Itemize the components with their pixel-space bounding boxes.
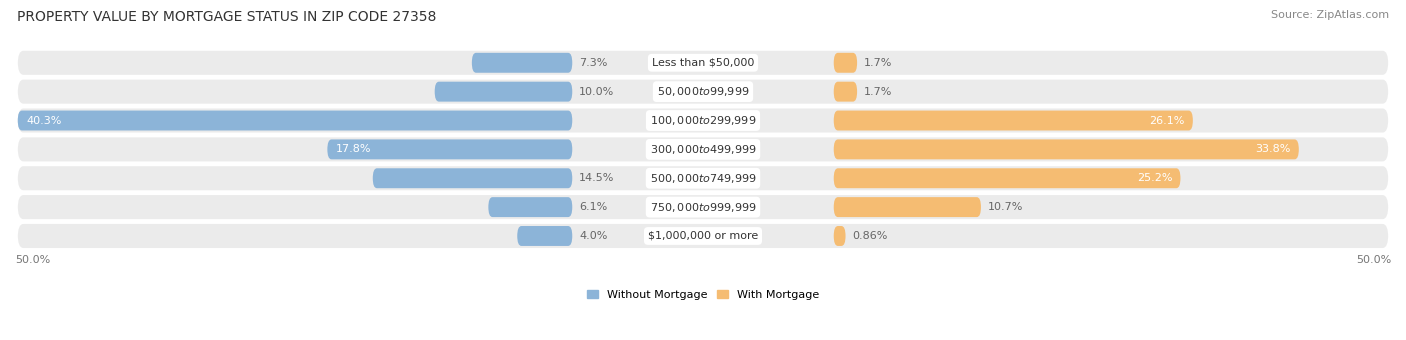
FancyBboxPatch shape: [18, 166, 1388, 190]
Text: 50.0%: 50.0%: [1355, 255, 1391, 266]
Text: $750,000 to $999,999: $750,000 to $999,999: [650, 201, 756, 214]
FancyBboxPatch shape: [18, 51, 1388, 75]
Text: 6.1%: 6.1%: [579, 202, 607, 212]
FancyBboxPatch shape: [834, 53, 858, 73]
Text: $500,000 to $749,999: $500,000 to $749,999: [650, 172, 756, 185]
FancyBboxPatch shape: [834, 110, 1192, 131]
Text: $1,000,000 or more: $1,000,000 or more: [648, 231, 758, 241]
Text: Source: ZipAtlas.com: Source: ZipAtlas.com: [1271, 10, 1389, 20]
FancyBboxPatch shape: [18, 80, 1388, 104]
Text: PROPERTY VALUE BY MORTGAGE STATUS IN ZIP CODE 27358: PROPERTY VALUE BY MORTGAGE STATUS IN ZIP…: [17, 10, 436, 24]
FancyBboxPatch shape: [18, 195, 1388, 219]
Text: 40.3%: 40.3%: [25, 116, 62, 125]
Text: 4.0%: 4.0%: [579, 231, 607, 241]
FancyBboxPatch shape: [434, 82, 572, 102]
Text: 26.1%: 26.1%: [1149, 116, 1185, 125]
Text: 25.2%: 25.2%: [1136, 173, 1173, 183]
Text: 14.5%: 14.5%: [579, 173, 614, 183]
Text: 17.8%: 17.8%: [336, 144, 371, 154]
FancyBboxPatch shape: [18, 137, 1388, 162]
FancyBboxPatch shape: [18, 224, 1388, 248]
FancyBboxPatch shape: [834, 226, 845, 246]
FancyBboxPatch shape: [834, 139, 1299, 159]
Text: 10.0%: 10.0%: [579, 87, 614, 97]
Text: 50.0%: 50.0%: [15, 255, 51, 266]
Text: $300,000 to $499,999: $300,000 to $499,999: [650, 143, 756, 156]
Legend: Without Mortgage, With Mortgage: Without Mortgage, With Mortgage: [588, 290, 818, 300]
Text: $100,000 to $299,999: $100,000 to $299,999: [650, 114, 756, 127]
Text: 7.3%: 7.3%: [579, 58, 607, 68]
Text: 0.86%: 0.86%: [852, 231, 887, 241]
FancyBboxPatch shape: [834, 82, 858, 102]
FancyBboxPatch shape: [488, 197, 572, 217]
Text: 1.7%: 1.7%: [865, 87, 893, 97]
Text: 33.8%: 33.8%: [1256, 144, 1291, 154]
Text: 10.7%: 10.7%: [988, 202, 1024, 212]
FancyBboxPatch shape: [472, 53, 572, 73]
FancyBboxPatch shape: [373, 168, 572, 188]
Text: Less than $50,000: Less than $50,000: [652, 58, 754, 68]
FancyBboxPatch shape: [834, 168, 1181, 188]
Text: 1.7%: 1.7%: [865, 58, 893, 68]
FancyBboxPatch shape: [834, 197, 981, 217]
Text: $50,000 to $99,999: $50,000 to $99,999: [657, 85, 749, 98]
FancyBboxPatch shape: [517, 226, 572, 246]
FancyBboxPatch shape: [18, 110, 572, 131]
FancyBboxPatch shape: [328, 139, 572, 159]
FancyBboxPatch shape: [18, 108, 1388, 133]
